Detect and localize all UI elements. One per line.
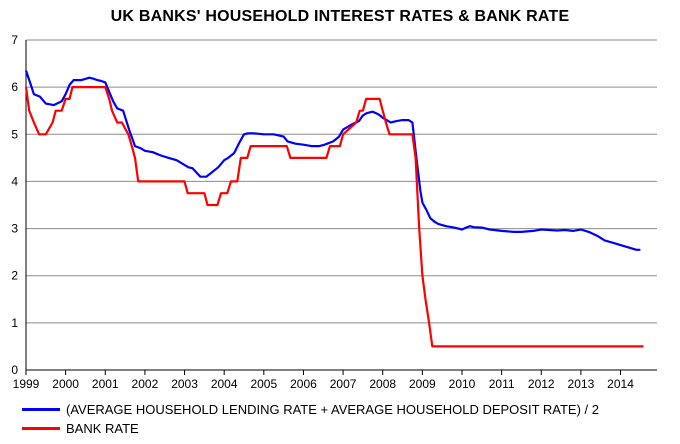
legend-label-household-rate: (AVERAGE HOUSEHOLD LENDING RATE + AVERAG… xyxy=(66,402,599,417)
chart-title: UK BANKS' HOUSEHOLD INTEREST RATES & BAN… xyxy=(110,8,570,25)
series-line-household-rate xyxy=(24,70,641,251)
x-tick-label: 2011 xyxy=(489,377,515,391)
y-tick-label: 4 xyxy=(11,174,18,188)
x-tick-label: 2000 xyxy=(52,377,79,391)
y-tick-label: 0 xyxy=(11,363,18,377)
x-tick-label: 2003 xyxy=(171,377,198,391)
y-tick-label: 3 xyxy=(11,222,18,236)
x-tick-label: 2010 xyxy=(449,377,476,391)
x-tick-label: 2007 xyxy=(330,377,357,391)
x-tick-label: 2012 xyxy=(528,377,555,391)
x-tick-label: 2013 xyxy=(568,377,595,391)
x-tick-label: 2006 xyxy=(290,377,317,391)
y-tick-label: 6 xyxy=(11,80,18,94)
legend-item-bank-rate: BANK RATE xyxy=(22,419,599,438)
x-tick-label: 2001 xyxy=(92,377,119,391)
y-tick-label: 7 xyxy=(11,33,18,47)
x-tick-label: 2014 xyxy=(607,377,634,391)
y-tick-label: 1 xyxy=(11,316,18,330)
legend: (AVERAGE HOUSEHOLD LENDING RATE + AVERAG… xyxy=(22,400,599,438)
x-tick-label: 2002 xyxy=(132,377,159,391)
y-tick-label: 2 xyxy=(11,269,18,283)
series-line-bank-rate xyxy=(24,85,644,348)
x-tick-label: 2005 xyxy=(250,377,277,391)
y-tick-label: 5 xyxy=(11,127,18,141)
x-tick-label: 2009 xyxy=(409,377,436,391)
legend-swatch-blue xyxy=(22,408,60,411)
legend-item-household-rate: (AVERAGE HOUSEHOLD LENDING RATE + AVERAG… xyxy=(22,400,599,419)
x-tick-label: 1999 xyxy=(13,377,40,391)
x-tick-label: 2004 xyxy=(211,377,238,391)
legend-swatch-red xyxy=(22,427,60,430)
legend-label-bank-rate: BANK RATE xyxy=(66,421,139,436)
x-tick-label: 2008 xyxy=(369,377,396,391)
